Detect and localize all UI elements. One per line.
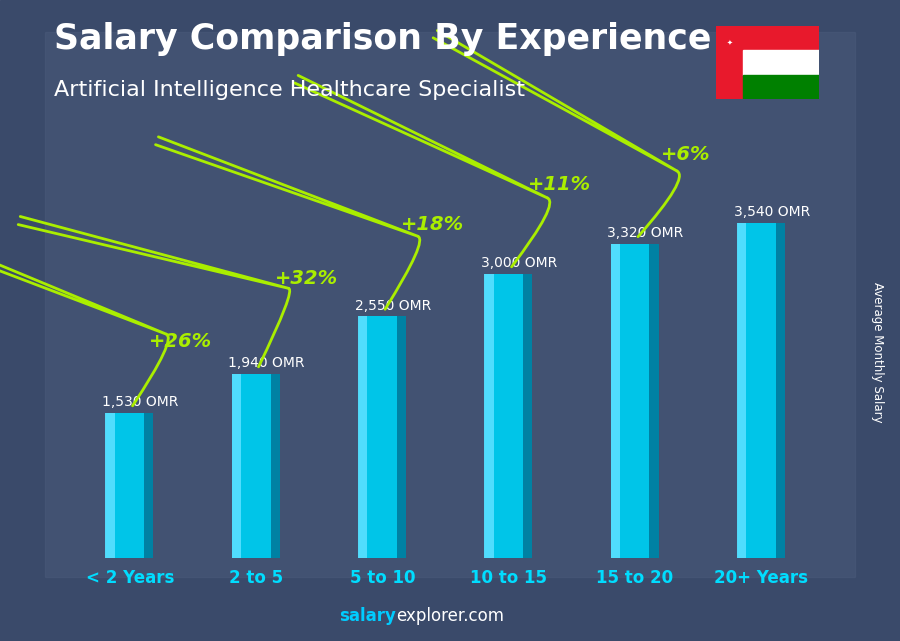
Text: +32%: +32% — [275, 269, 338, 288]
Bar — [523, 274, 532, 558]
Bar — [232, 374, 280, 558]
Bar — [650, 244, 659, 558]
Bar — [105, 413, 114, 558]
Bar — [743, 26, 819, 51]
Text: Salary Comparison By Experience: Salary Comparison By Experience — [54, 22, 711, 56]
Bar — [45, 32, 855, 577]
Bar — [738, 222, 785, 558]
Text: 3,320 OMR: 3,320 OMR — [608, 226, 684, 240]
Bar — [743, 74, 819, 99]
Bar — [485, 274, 532, 558]
Text: ✦: ✦ — [726, 39, 733, 46]
Text: 1,530 OMR: 1,530 OMR — [103, 395, 178, 409]
Bar — [359, 317, 406, 558]
Text: Artificial Intelligence Healthcare Specialist: Artificial Intelligence Healthcare Speci… — [54, 80, 525, 100]
Text: explorer.com: explorer.com — [396, 607, 504, 625]
Bar — [484, 274, 493, 558]
Bar — [232, 374, 241, 558]
Text: +11%: +11% — [527, 176, 590, 194]
Bar — [610, 244, 620, 558]
Text: Average Monthly Salary: Average Monthly Salary — [871, 282, 884, 423]
Bar — [397, 317, 406, 558]
Text: 3,000 OMR: 3,000 OMR — [482, 256, 557, 270]
Bar — [271, 374, 280, 558]
Bar — [716, 26, 743, 99]
Bar — [144, 413, 153, 558]
Bar — [737, 222, 746, 558]
Text: 1,940 OMR: 1,940 OMR — [229, 356, 305, 370]
Text: 3,540 OMR: 3,540 OMR — [734, 205, 810, 219]
Text: +18%: +18% — [401, 215, 464, 234]
Bar — [358, 317, 367, 558]
Text: +6%: +6% — [661, 145, 710, 164]
Text: 2,550 OMR: 2,550 OMR — [355, 299, 431, 313]
Bar — [743, 51, 819, 74]
Text: salary: salary — [339, 607, 396, 625]
Bar — [611, 244, 659, 558]
Bar — [106, 413, 153, 558]
Text: +26%: +26% — [148, 333, 211, 351]
Bar — [776, 222, 785, 558]
